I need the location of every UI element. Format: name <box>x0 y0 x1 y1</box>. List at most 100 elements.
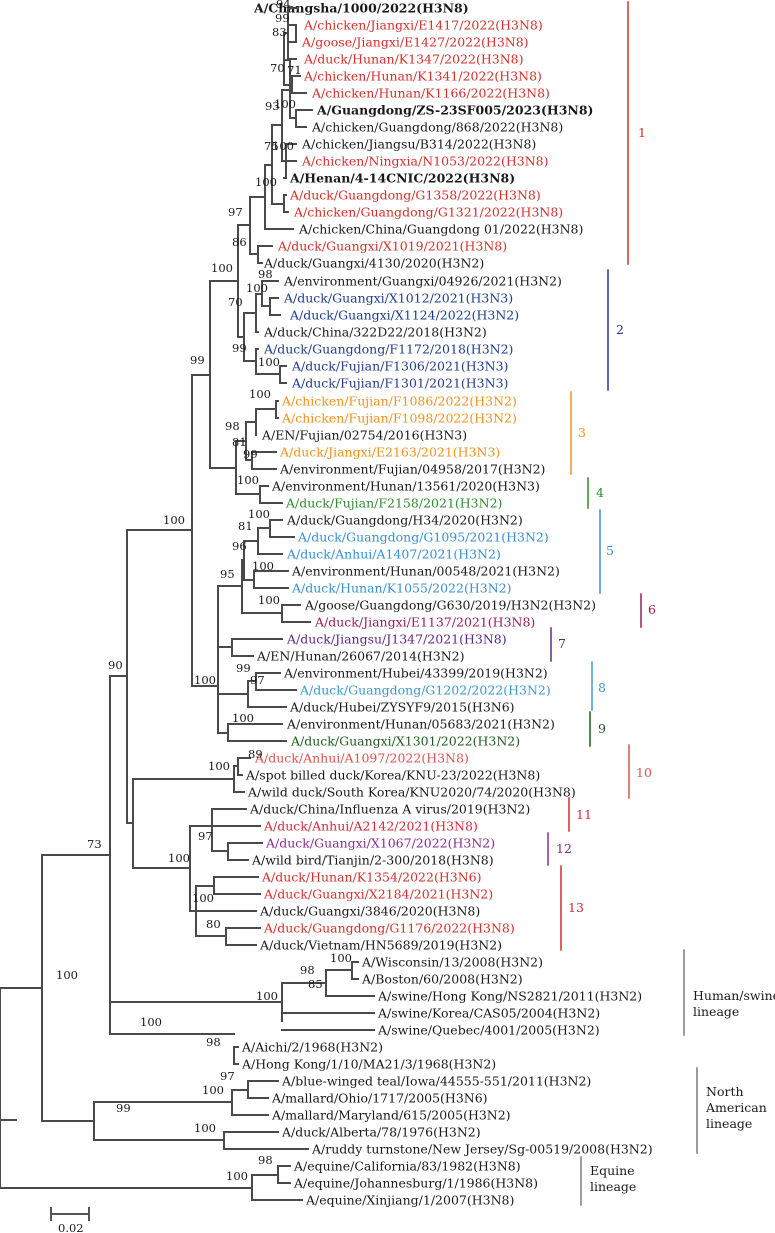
bootstrap-label: 100 <box>246 281 268 295</box>
leaf-label: A/duck/Fujian/F1306/2021(H3N3) <box>291 359 508 374</box>
bootstrap-label: 89 <box>248 747 263 761</box>
bootstrap-label: 99 <box>116 1101 131 1115</box>
leaf-label: A/spot billed duck/Korea/KNU-23/2022(H3N… <box>245 768 540 783</box>
leaf-label: A/environment/Guangxi/04926/2021(H3N2) <box>283 274 562 289</box>
leaf-label: A/duck/Hunan/K1055/2022(H3N2) <box>291 581 511 596</box>
leaf-label: A/duck/Guangxi/4130/2020(H3N2) <box>263 256 484 271</box>
leaf-label: A/chicken/Fujian/F1098/2022(H3N2) <box>281 411 517 426</box>
leaf-label: A/Changsha/1000/2022(H3N8) <box>253 1 469 16</box>
lineage-label: North <box>706 1084 744 1099</box>
clade-label: 2 <box>616 322 624 337</box>
leaf-label: A/duck/Fujian/F2158/2021(H3N2) <box>285 496 502 511</box>
bootstrap-label: 100 <box>255 175 277 189</box>
leaf-label: A/duck/Guangdong/G1202/2022(H3N2) <box>299 683 551 698</box>
bootstrap-label: 100 <box>330 951 352 965</box>
leaf-label: A/wild duck/South Korea/KNU2020/74/2020(… <box>247 785 576 800</box>
bootstrap-label: 99 <box>275 11 290 25</box>
leaf-label: A/mallard/Ohio/1717/2005(H3N6) <box>271 1091 488 1106</box>
leaf-label: A/environment/Fujian/04958/2017(H3N2) <box>279 462 545 477</box>
bootstrap-label: 97 <box>228 205 243 219</box>
leaf-label: A/equine/Xinjiang/1/2007(H3N8) <box>305 1193 514 1208</box>
leaf-label: A/ruddy turnstone/New Jersey/Sg-00519/20… <box>311 1142 653 1157</box>
leaf-label: A/duck/Jiangxi/E2163/2021(H3N3) <box>279 445 500 460</box>
bootstrap-label: 99 <box>232 341 247 355</box>
bootstrap-label: 73 <box>87 837 102 851</box>
leaf-label: A/duck/Guangdong/G1358/2022(H3N8) <box>289 188 541 203</box>
leaf-label: A/goose/Guangdong/G630/2019/H3N2(H3N2) <box>304 598 596 613</box>
leaf-label: A/duck/Jiangsu/J1347/2021(H3N8) <box>286 632 507 647</box>
leaf-label: A/chicken/Ningxia/N1053/2022(H3N8) <box>301 154 549 169</box>
bootstrap-label: 71 <box>287 63 302 77</box>
leaf-label: A/duck/Guangxi/X1067/2022(H3N2) <box>265 836 495 851</box>
bootstrap-label: 100 <box>248 507 270 521</box>
bootstrap-label: 97 <box>198 829 213 843</box>
clade-label: 11 <box>576 807 592 822</box>
bootstrap-label: 100 <box>232 711 254 725</box>
clade-label: 13 <box>568 900 584 915</box>
bootstrap-label: 100 <box>211 261 233 275</box>
leaf-label: A/environment/Hunan/13561/2020(H3N3) <box>271 479 540 494</box>
leaf-label: A/chicken/China/Guangdong 01/2022(H3N8) <box>298 222 583 237</box>
leaf-label: A/chicken/Guangdong/G1321/2022(H3N8) <box>293 205 563 220</box>
bootstrap-label: 100 <box>192 891 214 905</box>
leaf-label: A/duck/Guangxi/X1019/2021(H3N8) <box>277 239 507 254</box>
bootstrap-label: 99 <box>236 661 251 675</box>
leaf-label: A/duck/Guangxi/X1124/2022(H3N2) <box>289 308 519 323</box>
bootstrap-label: 83 <box>272 25 287 39</box>
leaf-label: A/wild bird/Tianjin/2-300/2018(H3N8) <box>251 853 494 868</box>
leaf-label: A/duck/Jiangxi/E1137/2021(H3N8) <box>314 615 535 630</box>
leaf-label: A/duck/China/322D22/2018(H3N2) <box>263 325 487 340</box>
leaf-label: A/duck/Guangdong/H34/2020(H3N2) <box>286 513 523 528</box>
leaf-label: A/duck/Guangxi/3846/2020(H3N8) <box>259 904 480 919</box>
bootstrap-label: 100 <box>163 513 185 527</box>
leaf-label: A/duck/Guangdong/F1172/2018(H3N2) <box>263 342 513 357</box>
bootstrap-label: 98 <box>258 1153 273 1167</box>
bootstrap-label: 80 <box>206 917 221 931</box>
clade-label: 3 <box>578 425 586 440</box>
clade-label: 10 <box>636 765 652 780</box>
clade-label: 5 <box>606 543 614 558</box>
leaf-label: A/chicken/Jiangsu/B314/2022(H3N8) <box>301 137 536 152</box>
leaf-label: A/Aichi/2/1968(H3N2) <box>241 1040 383 1055</box>
leaf-label: A/equine/California/83/1982(H3N8) <box>293 1159 521 1174</box>
lineage-label: American <box>705 1100 767 1115</box>
leaf-label: A/environment/Hunan/00548/2021(H3N2) <box>291 564 560 579</box>
leaf-label: A/goose/Jiangxi/E1427/2022(H3N8) <box>301 35 529 50</box>
bootstrap-label: 100 <box>194 1121 216 1135</box>
bootstrap-label: 97 <box>220 1069 235 1083</box>
bootstrap-label: 75 <box>264 139 279 153</box>
bootstrap-label: 100 <box>252 559 274 573</box>
bootstrap-label: 81 <box>238 519 253 533</box>
lineage-label: Human/swine <box>693 988 775 1003</box>
leaf-label: A/environment/Hubei/43399/2019(H3N2) <box>283 666 548 681</box>
leaf-label: A/blue-winged teal/Iowa/44555-551/2011(H… <box>281 1074 591 1089</box>
lineage-label: Equine <box>590 1163 635 1178</box>
leaf-label: A/EN/Fujian/02754/2016(H3N3) <box>261 428 467 443</box>
bootstrap-label: 100 <box>226 1169 248 1183</box>
leaf-label: A/duck/Guangdong/G1176/2022(H3N8) <box>263 921 515 936</box>
bootstrap-label: 100 <box>258 593 280 607</box>
leaf-label: A/duck/Fujian/F1301/2021(H3N3) <box>291 376 508 391</box>
bootstrap-label: 98 <box>225 419 240 433</box>
leaf-label: A/duck/Hunan/K1347/2022(H3N8) <box>303 52 523 67</box>
clade-label: 9 <box>598 721 606 736</box>
leaf-label: A/duck/Guangxi/X2184/2021(H3N2) <box>263 887 493 902</box>
leaf-label: A/chicken/Guangdong/868/2022(H3N8) <box>311 120 563 135</box>
bootstrap-label: 100 <box>249 387 271 401</box>
leaf-label: A/duck/Alberta/78/1976(H3N2) <box>281 1125 481 1140</box>
leaf-label: A/chicken/Jiangxi/E1417/2022(H3N8) <box>303 18 543 33</box>
leaf-label: A/duck/Anhui/A2142/2021(H3N8) <box>263 819 478 834</box>
lineage-label: lineage <box>706 1116 752 1131</box>
bootstrap-label: 70 <box>270 61 285 75</box>
leaf-label: A/duck/Anhui/A1097/2022(H3N8) <box>254 751 469 766</box>
leaf-label: A/Hong Kong/1/10/MA21/3/1968(H3N2) <box>241 1057 496 1072</box>
bootstrap-label: 100 <box>258 355 280 369</box>
bootstrap-label: 98 <box>206 1035 221 1049</box>
clade-label: 8 <box>598 680 606 695</box>
leaf-label: A/duck/Hunan/K1354/2022(H3N6) <box>261 870 481 885</box>
scale-label: 0.02 <box>58 1221 84 1233</box>
bootstrap-label: 100 <box>202 1083 224 1097</box>
leaf-label: A/Guangdong/ZS-23SF005/2023(H3N8) <box>316 103 593 118</box>
bootstrap-label: 70 <box>228 295 243 309</box>
bootstrap-label: 100 <box>274 97 296 111</box>
